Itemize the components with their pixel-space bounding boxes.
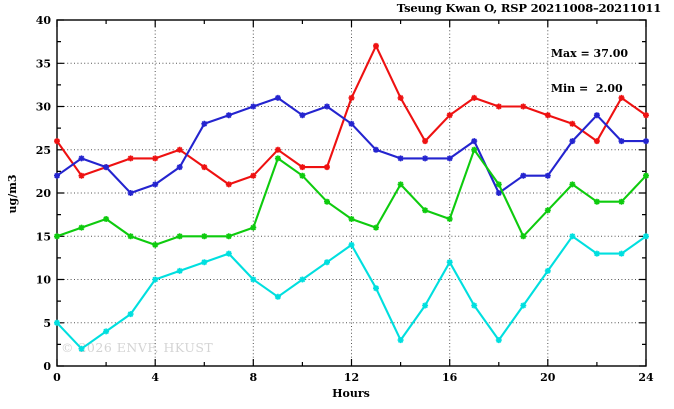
- series-cyan: [54, 233, 649, 352]
- y-tick-label: 5: [43, 317, 51, 330]
- series-green: [54, 146, 649, 248]
- x-tick-label: 0: [53, 371, 61, 384]
- y-tick-label: 15: [36, 230, 51, 243]
- y-tick-label: 35: [36, 57, 51, 70]
- min-value-label: Min = 2.00: [550, 81, 623, 95]
- y-tick-label: 0: [43, 360, 51, 373]
- max-value-label: Max = 37.00: [550, 47, 628, 60]
- y-tick-label: 10: [36, 274, 52, 287]
- x-tick-label: 8: [249, 371, 257, 384]
- x-axis-title: Hours: [332, 387, 370, 400]
- y-tick-label: 25: [36, 144, 51, 157]
- chart-title: Tseung Kwan O, RSP 20211008–20211011: [396, 1, 661, 15]
- x-tick-label: 4: [151, 371, 159, 384]
- series-blue: [54, 94, 649, 196]
- gridlines: [57, 20, 646, 366]
- plot-border: [56, 19, 647, 367]
- x-tick-label: 16: [442, 371, 458, 384]
- stats-annotation: Max = 37.00 Min = 2.00: [551, 25, 628, 117]
- x-tick-label: 20: [540, 371, 556, 384]
- x-tick-label: 12: [344, 371, 359, 384]
- y-tick-label: 30: [36, 101, 52, 114]
- y-tick-label: 40: [36, 14, 52, 27]
- x-tick-label: 24: [638, 371, 654, 384]
- watermark: © 2026 ENVF, HKUST: [61, 340, 214, 355]
- y-tick-label: 20: [36, 187, 52, 200]
